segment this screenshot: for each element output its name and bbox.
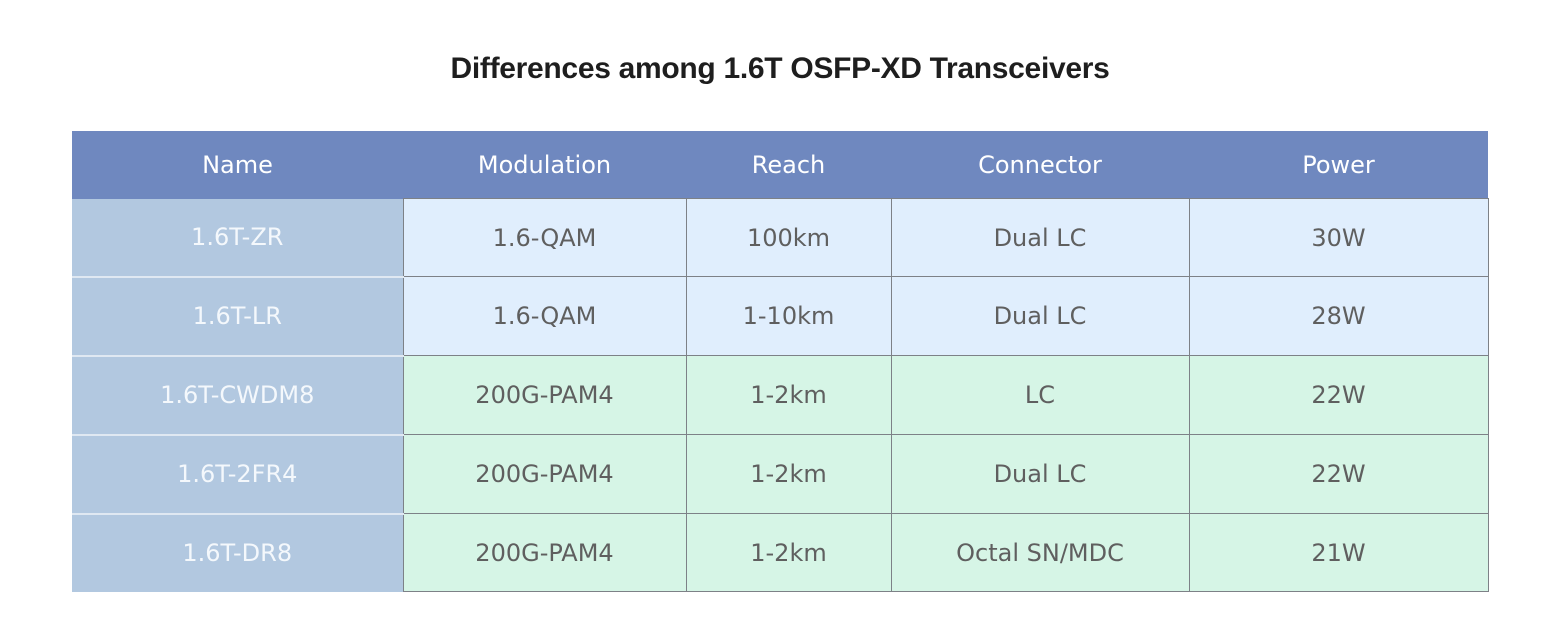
cell-modulation: 1.6-QAM (402, 198, 687, 277)
transceiver-comparison-table: Name Modulation Reach Connector Power 1.… (72, 131, 1489, 592)
cell-reach: 100km (685, 198, 892, 277)
cell-name: 1.6T-ZR (72, 198, 403, 278)
cell-connector: Octal SN/MDC (890, 513, 1190, 592)
cell-name: 1.6T-DR8 (72, 513, 403, 592)
table-body: 1.6T-ZR 1.6-QAM 100km Dual LC 30W 1.6T-L… (72, 198, 1489, 592)
cell-name: 1.6T-LR (72, 276, 403, 357)
cell-modulation: 1.6-QAM (402, 276, 687, 356)
header-connector: Connector (891, 131, 1189, 199)
table-row: 1.6T-ZR 1.6-QAM 100km Dual LC 30W (72, 198, 1489, 278)
cell-power: 22W (1188, 355, 1489, 435)
table-header: Name Modulation Reach Connector Power (72, 131, 1488, 199)
cell-name: 1.6T-2FR4 (72, 434, 403, 515)
table-row: 1.6T-LR 1.6-QAM 1-10km Dual LC 28W (72, 276, 1489, 357)
cell-connector: Dual LC (890, 434, 1190, 514)
header-power: Power (1189, 131, 1488, 199)
cell-reach: 1-10km (685, 276, 892, 356)
page-title: Differences among 1.6T OSFP-XD Transceiv… (450, 52, 1110, 85)
cell-name: 1.6T-CWDM8 (72, 355, 403, 436)
cell-connector: LC (890, 355, 1190, 435)
cell-modulation: 200G-PAM4 (402, 434, 687, 514)
cell-power: 21W (1188, 513, 1489, 592)
cell-connector: Dual LC (890, 276, 1190, 356)
table-row: 1.6T-CWDM8 200G-PAM4 1-2km LC 22W (72, 355, 1489, 436)
header-row: Name Modulation Reach Connector Power (72, 131, 1488, 199)
header-name: Name (72, 131, 403, 199)
cell-power: 22W (1188, 434, 1489, 514)
cell-connector: Dual LC (890, 198, 1190, 277)
cell-reach: 1-2km (685, 513, 892, 592)
table-row: 1.6T-DR8 200G-PAM4 1-2km Octal SN/MDC 21… (72, 513, 1489, 592)
cell-reach: 1-2km (685, 434, 892, 514)
cell-modulation: 200G-PAM4 (402, 513, 687, 592)
cell-reach: 1-2km (685, 355, 892, 435)
cell-modulation: 200G-PAM4 (402, 355, 687, 435)
header-modulation: Modulation (403, 131, 686, 199)
cell-power: 28W (1188, 276, 1489, 356)
header-reach: Reach (686, 131, 891, 199)
cell-power: 30W (1188, 198, 1489, 277)
table-row: 1.6T-2FR4 200G-PAM4 1-2km Dual LC 22W (72, 434, 1489, 515)
